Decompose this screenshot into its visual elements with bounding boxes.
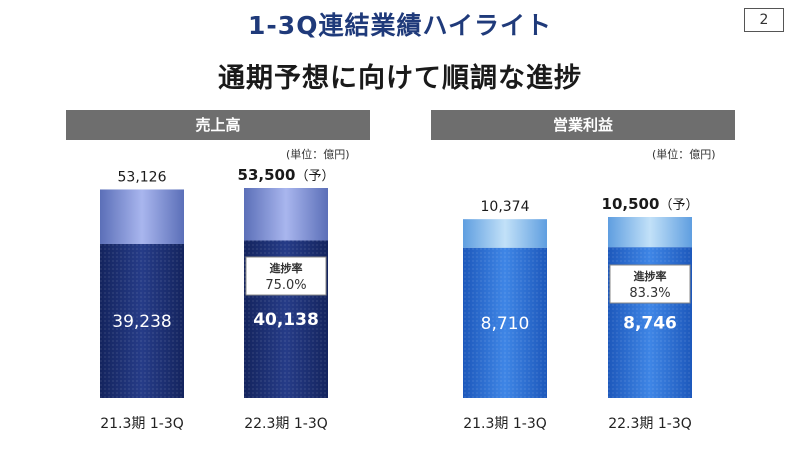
slide-subtitle: 通期予想に向けて順調な進捗	[218, 63, 582, 94]
sales-progress-label: 進捗率	[270, 261, 303, 275]
profit-total-value-label-1: 10,374	[481, 199, 530, 215]
profit-category-label-1: 21.3期 1-3Q	[463, 416, 547, 432]
sales-forecast-suffix: （予）	[295, 169, 334, 184]
slide-title: 1-3Q連結業績ハイライト	[248, 11, 552, 40]
sales-bar-forecast-2	[244, 188, 328, 241]
profit-progress-box	[609, 264, 691, 304]
sales-category-label-2: 22.3期 1-3Q	[244, 416, 328, 432]
profit-bar-actual-texture-1	[463, 247, 547, 398]
sales-bar-actual-texture-1	[100, 243, 184, 398]
sales-progress-value: 75.0%	[265, 278, 306, 293]
sales-total-value-label-1: 53,126	[118, 169, 167, 185]
sales-bar-forecast-1	[100, 189, 184, 244]
profit-total-value-label-2: 10,500（予）	[602, 195, 699, 213]
profit-bar-forecast-1	[463, 219, 547, 248]
sales-actual-value-label-2: 40,138	[253, 310, 319, 330]
sales-total-value-label-2: 53,500（予）	[238, 166, 335, 184]
profit-forecast-suffix: （予）	[659, 198, 698, 213]
sales-unit-label: (単位：億円)	[286, 148, 350, 161]
profit-category-label-2: 22.3期 1-3Q	[608, 416, 692, 432]
sales-actual-value-label-1: 39,238	[112, 312, 171, 332]
page-number: 2	[744, 8, 784, 32]
profit-bar-forecast-2	[608, 217, 692, 248]
profit-progress-value: 83.3%	[629, 286, 670, 301]
sales-panel-header: 売上高	[66, 110, 370, 140]
sales-category-label-1: 21.3期 1-3Q	[100, 416, 184, 432]
profit-actual-value-label-2: 8,746	[623, 314, 677, 334]
sales-progress-box	[245, 256, 327, 296]
operating-profit-unit-label: (単位：億円)	[652, 148, 716, 161]
operating-profit-panel-header: 営業利益	[431, 110, 735, 140]
profit-progress-label: 進捗率	[634, 269, 667, 283]
profit-actual-value-label-1: 8,710	[481, 314, 530, 334]
